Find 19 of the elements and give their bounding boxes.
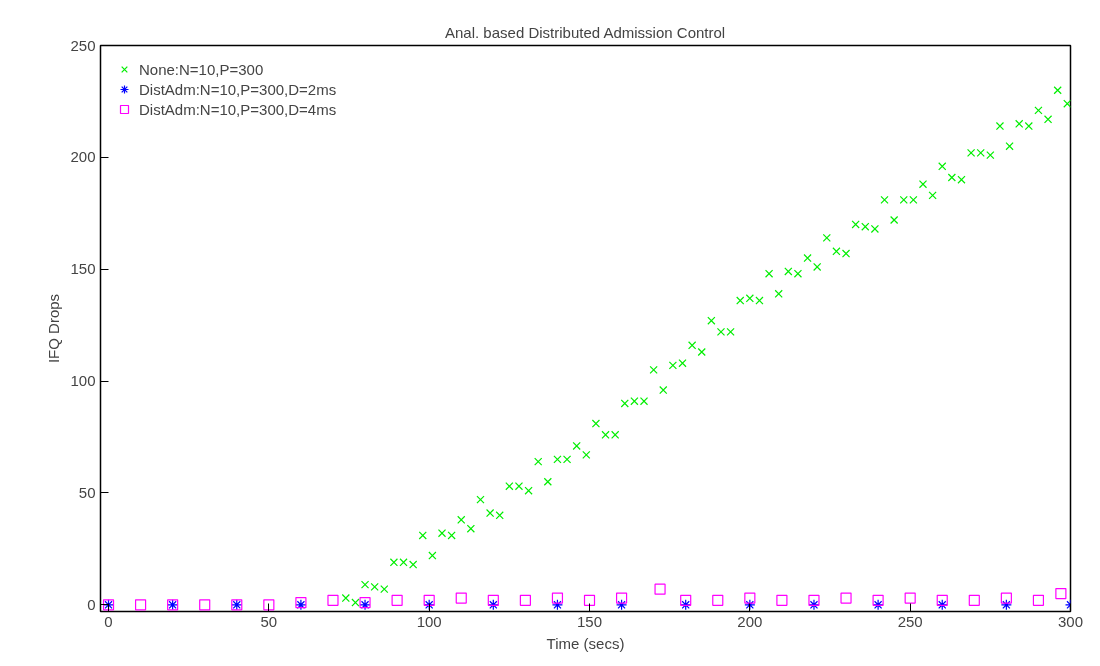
x-tick-label: 100: [416, 612, 442, 630]
legend-label: DistAdm:N=10,P=300,D=2ms: [139, 80, 337, 98]
x-tick-label: 50: [260, 612, 278, 630]
y-axis-title: IFQ Drops: [45, 293, 63, 364]
y-tick-label: 0: [87, 595, 96, 613]
x-tick-label: 300: [1057, 612, 1084, 630]
chart-title: Anal. based Distributed Admission Control: [445, 23, 726, 41]
x-tick-label: 200: [737, 612, 763, 630]
x-tick-label: 150: [576, 612, 603, 630]
y-tick-label: 250: [70, 36, 96, 54]
x-axis-title: Time (secs): [546, 634, 625, 652]
y-tick-label: 150: [70, 260, 96, 278]
x-tick-label: 250: [897, 612, 923, 630]
x-tick-label: 0: [104, 612, 113, 630]
legend-label: DistAdm:N=10,P=300,D=4ms: [139, 100, 337, 118]
legend-label: None:N=10,P=300: [139, 60, 264, 78]
y-tick-label: 50: [78, 483, 96, 501]
y-tick-label: 100: [70, 372, 96, 390]
y-tick-label: 200: [70, 148, 96, 166]
